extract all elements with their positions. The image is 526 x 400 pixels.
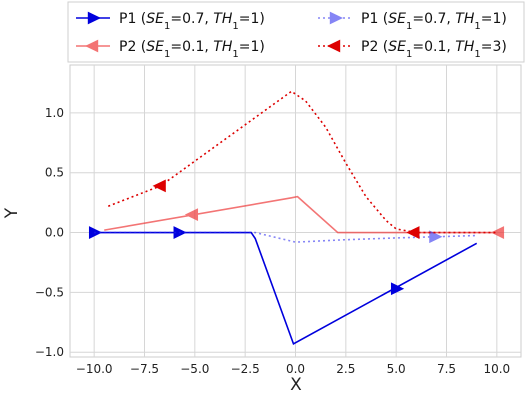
legend-entry-1 xyxy=(76,11,110,25)
series-2 xyxy=(104,195,505,239)
x-tick-label: 7.5 xyxy=(437,362,456,376)
x-tick-label: −10.0 xyxy=(76,362,113,376)
x-tick-label: 0.0 xyxy=(286,362,305,376)
series-marker xyxy=(490,226,505,239)
legend-label: P1 (SE1=0.7, TH1=1) xyxy=(361,11,507,32)
legend-entry-2 xyxy=(76,39,110,53)
legend-label: P2 (SE1=0.1, TH1=3) xyxy=(361,39,507,60)
y-tick-label: 0.5 xyxy=(45,166,64,180)
legend-box xyxy=(67,1,525,63)
series-line xyxy=(94,231,477,243)
legend-marker xyxy=(329,11,343,25)
x-axis-label: X xyxy=(290,375,302,395)
data-series xyxy=(88,90,505,345)
series-marker xyxy=(184,208,199,221)
series-marker xyxy=(390,282,405,296)
legend-marker xyxy=(87,11,101,25)
y-tick-label: 0.0 xyxy=(45,226,64,240)
y-tick-label: 1.0 xyxy=(45,106,64,120)
legend-label: P1 (SE1=0.7, TH1=1) xyxy=(119,11,265,32)
y-tick-label: −1.0 xyxy=(35,345,64,359)
y-axis-label: Y xyxy=(2,207,22,219)
legend-label: P2 (SE1=0.1, TH1=1) xyxy=(119,39,265,60)
legend-entry-3 xyxy=(318,11,352,25)
grid-lines xyxy=(70,65,521,357)
x-tick-label: 2.5 xyxy=(336,362,355,376)
legend: P1 (SE1=0.7, TH1=1) P1 (SE1=0.7, TH1=1) P2… xyxy=(67,1,525,63)
series-marker xyxy=(429,230,443,244)
tick-labels: −10.0 −7.5 −5.0 −2.5 0.0 2.5 5.0 7.5 10.0 −1.0 −0.… xyxy=(35,106,510,376)
legend-marker xyxy=(327,39,341,53)
y-tick-label: −0.5 xyxy=(35,285,64,299)
x-tick-label: −7.5 xyxy=(130,362,159,376)
legend-marker xyxy=(85,39,99,53)
x-tick-label: −2.5 xyxy=(231,362,260,376)
x-tick-label: −5.0 xyxy=(180,362,209,376)
series-line xyxy=(104,195,499,234)
series-3 xyxy=(94,230,477,244)
series-marker xyxy=(152,179,166,193)
x-tick-label: 10.0 xyxy=(483,362,510,376)
x-tick-label: 5.0 xyxy=(387,362,406,376)
series-4 xyxy=(107,90,497,239)
series-line xyxy=(94,231,478,345)
legend-entry-4 xyxy=(318,39,352,53)
series-marker xyxy=(406,226,420,239)
